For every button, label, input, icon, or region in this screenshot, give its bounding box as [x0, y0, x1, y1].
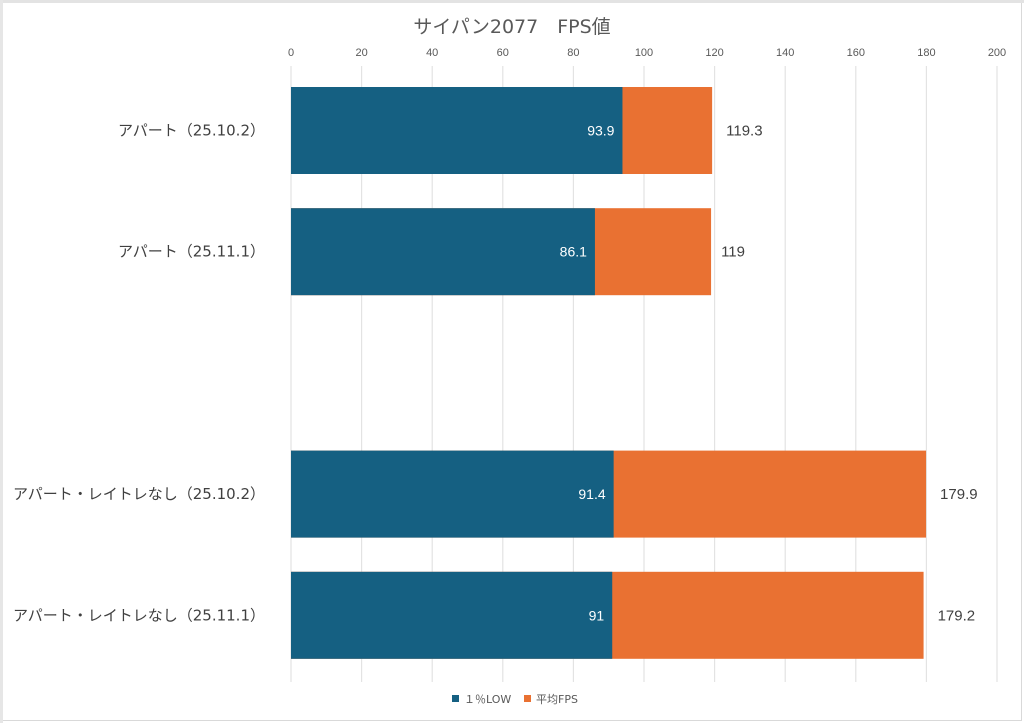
category-label: アパート・レイトレなし（25.10.2） — [13, 485, 265, 503]
x-tick-label: 160 — [847, 47, 865, 59]
bar-1pct-low — [291, 87, 623, 174]
data-label-1pct-low: 91 — [589, 607, 605, 623]
x-tick-label: 140 — [776, 47, 794, 59]
bars — [291, 87, 927, 659]
data-label-avg-fps: 119 — [721, 244, 745, 261]
legend-label: 平均FPS — [536, 693, 578, 706]
data-label-1pct-low: 86.1 — [560, 244, 587, 260]
data-label-1pct-low: 91.4 — [578, 486, 605, 502]
data-labels: 119.3 93.9 119 86.1 179.9 91.4 179.2 91 — [560, 123, 978, 625]
x-tick-label: 100 — [635, 47, 653, 59]
data-label-avg-fps: 119.3 — [726, 123, 762, 140]
category-label: アパート（25.11.1） — [118, 243, 265, 261]
bar-1pct-low — [291, 450, 614, 538]
x-tick-label: 80 — [567, 47, 579, 59]
data-label-1pct-low: 93.9 — [587, 123, 614, 139]
legend-swatch — [524, 695, 531, 702]
x-axis-ticks: 0 20 40 60 80 100 120 140 160 180 200 — [288, 47, 1006, 59]
data-label-avg-fps: 179.2 — [938, 607, 976, 624]
bar-1pct-low — [291, 208, 595, 296]
legend: １％LOW 平均FPS — [452, 693, 578, 706]
data-label-avg-fps: 179.9 — [940, 486, 978, 503]
x-tick-label: 20 — [355, 47, 367, 59]
frame-border-top — [0, 0, 1024, 3]
x-tick-label: 0 — [288, 47, 294, 59]
category-labels: アパート（25.10.2） アパート（25.11.1） アパート・レイトレなし（25… — [13, 122, 265, 625]
category-label: アパート・レイトレなし（25.11.1） — [13, 606, 265, 624]
chart-title: サイパン2077 FPS値 — [413, 16, 611, 38]
x-tick-label: 60 — [497, 47, 509, 59]
x-tick-label: 180 — [917, 47, 935, 59]
bar-1pct-low — [291, 571, 613, 659]
legend-swatch — [452, 695, 459, 702]
x-tick-label: 200 — [988, 47, 1006, 59]
category-label: アパート（25.10.2） — [118, 122, 265, 140]
x-tick-label: 40 — [426, 47, 438, 59]
legend-label: １％LOW — [464, 693, 511, 706]
frame-border-left — [0, 0, 3, 723]
x-tick-label: 120 — [705, 47, 723, 59]
